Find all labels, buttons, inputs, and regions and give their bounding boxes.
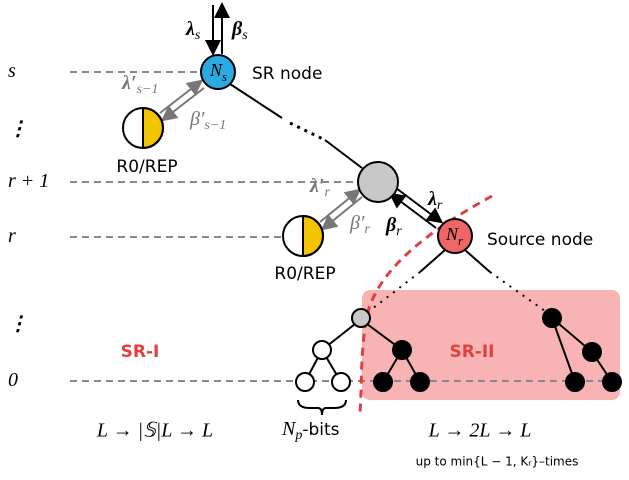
sub: r — [325, 185, 331, 200]
region-label: SR-II — [449, 342, 494, 362]
main: r — [8, 225, 16, 247]
main: β′ — [349, 212, 365, 234]
main: s — [8, 60, 16, 82]
main: λ′ — [121, 72, 137, 94]
math-label: β′r — [349, 212, 370, 238]
region-label: SR-I — [121, 342, 160, 362]
main: ⋮ — [8, 313, 28, 335]
main: β — [231, 18, 243, 40]
math-label: β′s−1 — [189, 108, 226, 134]
math-label: λs — [185, 18, 201, 44]
sub: p — [294, 428, 302, 443]
level-label: 0 — [8, 369, 18, 391]
sub: r — [437, 198, 443, 213]
main: N — [445, 224, 459, 244]
rep-label: R0/REP — [274, 264, 335, 284]
main: N — [281, 418, 297, 440]
boundary — [358, 194, 493, 413]
note: up to min{L − 1, Kᵣ}–times — [416, 455, 579, 469]
rate-label: L → |𝕊|L → L — [96, 420, 213, 442]
main: λ — [185, 18, 195, 40]
source-node-label: Source node — [487, 230, 593, 250]
math-label: βr — [385, 214, 402, 240]
sub: r — [364, 222, 370, 237]
arrows — [159, 2, 444, 231]
math-label: λ′s−1 — [121, 72, 158, 98]
sub: s — [222, 70, 227, 84]
math-label: βs — [231, 18, 248, 44]
nodes — [122, 54, 622, 392]
after: -bits — [302, 420, 339, 440]
level-label: ⋮ — [8, 118, 28, 140]
level-label: r — [8, 225, 16, 247]
node-symbol: Nr — [445, 224, 463, 248]
main: λ — [427, 188, 437, 210]
level-label: r + 1 — [8, 170, 49, 192]
node-symbol: Ns — [209, 60, 227, 84]
math-label: λr — [427, 188, 443, 214]
bits-label: Np-bits — [281, 418, 340, 444]
main: ⋮ — [8, 118, 28, 140]
brace — [297, 399, 347, 416]
sub: s — [195, 28, 201, 43]
main: β — [385, 214, 397, 236]
math-label: λ′r — [309, 175, 331, 201]
rate-label: L → 2L → L — [428, 420, 532, 442]
main: r + 1 — [8, 170, 49, 192]
main: β′ — [189, 108, 205, 130]
sub: s−1 — [137, 82, 159, 97]
main: λ′ — [309, 175, 325, 197]
sr-node-label: SR node — [252, 64, 322, 84]
sub: r — [458, 234, 463, 248]
sub: s−1 — [204, 118, 226, 133]
level-label: s — [8, 60, 16, 82]
rep-label: R0/REP — [116, 157, 177, 177]
sub: s — [242, 28, 248, 43]
sub: r — [396, 224, 402, 239]
main: 0 — [8, 369, 18, 391]
level-label: ⋮ — [8, 313, 28, 335]
main: N — [209, 60, 223, 80]
